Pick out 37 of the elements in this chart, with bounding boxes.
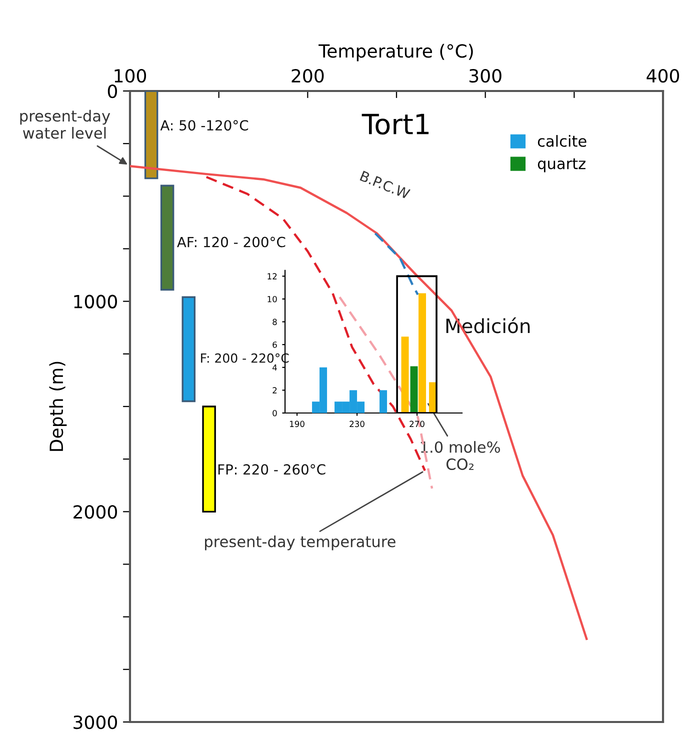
y-axis-title: Depth (m) bbox=[49, 362, 67, 451]
x-tick-label: 230 bbox=[350, 420, 364, 428]
x-tick-label: 200 bbox=[292, 68, 324, 83]
annotation: present-day temperature bbox=[205, 535, 396, 550]
y-tick-label: 10 bbox=[268, 296, 277, 302]
bar bbox=[160, 184, 174, 291]
legend-label: calcite bbox=[538, 135, 586, 147]
annotation: present-day water level bbox=[20, 110, 110, 139]
y-tick-label: 12 bbox=[268, 273, 277, 280]
y-tick-label: 1000 bbox=[74, 294, 117, 308]
x-tick-label: 100 bbox=[114, 68, 146, 83]
x-tick-label: 270 bbox=[410, 420, 424, 428]
x-axis-title: Temperature (°C) bbox=[318, 44, 473, 62]
line-series bbox=[374, 232, 419, 296]
bar bbox=[380, 390, 388, 413]
y-tick-label: 0 bbox=[108, 84, 117, 98]
text: Tort1 bbox=[362, 114, 429, 135]
y-tick-label: 8 bbox=[272, 318, 277, 326]
bar bbox=[202, 406, 216, 512]
y-tick-label: 6 bbox=[272, 342, 277, 348]
y-tick-label: 0 bbox=[272, 410, 277, 416]
y-tick-label: 2000 bbox=[74, 505, 117, 519]
bar bbox=[401, 336, 409, 413]
bar bbox=[418, 293, 426, 413]
bar bbox=[410, 366, 418, 413]
y-tick-label: 4 bbox=[272, 364, 277, 371]
legend-label: quartz bbox=[538, 158, 586, 172]
x-tick-label: 400 bbox=[646, 68, 680, 83]
x-tick-label: 300 bbox=[469, 68, 502, 83]
bar bbox=[144, 90, 158, 180]
bar bbox=[182, 296, 196, 402]
annotation: A: 50 -120°C bbox=[160, 120, 248, 131]
y-tick-label: 2 bbox=[272, 387, 277, 394]
y-tick-label: 3000 bbox=[74, 715, 117, 730]
annotation: FP: 220 - 260°C bbox=[218, 464, 326, 475]
annotation: AF: 120 - 200°C bbox=[177, 236, 286, 248]
x-tick-label: 190 bbox=[290, 420, 304, 428]
